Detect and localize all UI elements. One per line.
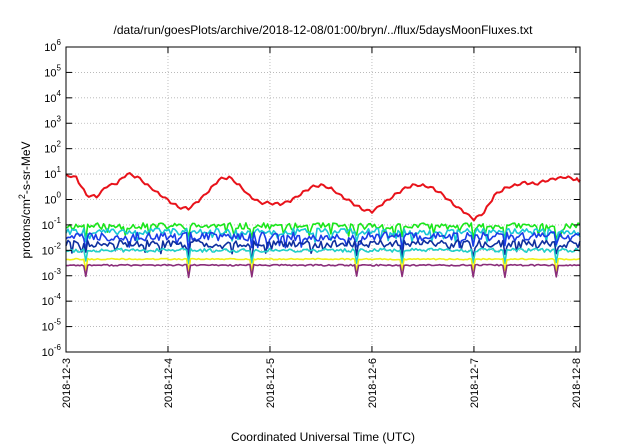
- y-tick-label: 100: [44, 191, 61, 207]
- x-tick-label: 2018-12-4: [163, 358, 175, 408]
- x-tick-label: 2018-12-7: [469, 358, 481, 408]
- series-line: [66, 263, 581, 279]
- series-line: [65, 222, 581, 242]
- y-tick-label: 10-3: [42, 267, 62, 283]
- x-axis-ticks: 2018-12-3 2018-12-4 2018-12-5 2018-12-6 2018…: [61, 47, 583, 408]
- y-tick-label: 10-2: [42, 241, 62, 257]
- y-axis-label: protons/cm2-s-sr-MeV: [17, 141, 33, 258]
- y-tick-label: 106: [44, 38, 61, 54]
- series-line: [65, 257, 581, 273]
- y-tick-label: 10-4: [42, 292, 62, 308]
- series-line: [65, 172, 581, 222]
- y-axis-label-sup: 2: [17, 194, 27, 199]
- chart-title: /data/run/goesPlots/archive/2018-12-08/0…: [114, 23, 534, 37]
- grid-lines: [66, 47, 580, 352]
- y-tick-label: 101: [44, 165, 61, 181]
- y-tick-label: 104: [44, 89, 61, 105]
- x-tick-label: 2018-12-5: [265, 358, 277, 408]
- x-tick-label: 2018-12-3: [61, 358, 73, 408]
- y-tick-label: 105: [44, 63, 61, 79]
- y-tick-label: 10-6: [42, 343, 62, 359]
- series-line: [65, 227, 581, 252]
- y-axis-ticks: 106 105 104 103 102 101 100 10-1 10-2 10-3 10-4 10-…: [42, 38, 580, 359]
- y-tick-label: 102: [44, 140, 61, 156]
- x-axis-label: Coordinated Universal Time (UTC): [231, 430, 415, 444]
- series-line: [65, 231, 581, 253]
- series-line: [65, 247, 581, 265]
- y-axis-label-units: -s-sr-MeV: [19, 141, 33, 194]
- y-tick-label: 10-5: [42, 318, 62, 334]
- y-tick-label: 10-1: [42, 216, 62, 232]
- x-tick-label: 2018-12-6: [367, 358, 379, 408]
- series-lines: [65, 172, 581, 279]
- plot-frame: [65, 46, 581, 353]
- y-tick-label: 103: [44, 114, 61, 130]
- y-axis-label-main: protons/cm: [19, 199, 33, 258]
- x-tick-label: 2018-12-8: [571, 358, 583, 408]
